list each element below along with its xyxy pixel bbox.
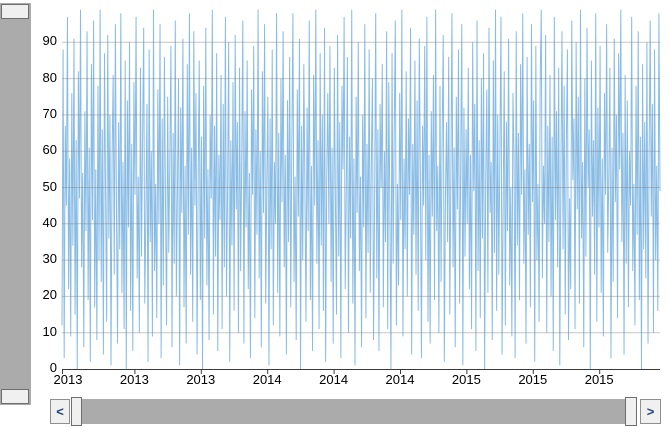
horizontal-scrollbar-track[interactable] bbox=[82, 399, 625, 424]
y-axis-label: 40 bbox=[42, 214, 57, 230]
x-axis-label: 2015 bbox=[451, 372, 481, 387]
x-axis-label: 2014 bbox=[319, 372, 349, 387]
x-axis-label: 2013 bbox=[53, 372, 83, 387]
vertical-scrollbar-bottom-grip[interactable] bbox=[1, 389, 29, 404]
horizontal-scrollbar-right-grip[interactable] bbox=[625, 397, 637, 426]
x-axis-label: 2015 bbox=[584, 372, 614, 387]
y-axis-label: 20 bbox=[42, 287, 57, 303]
vertical-scrollbar[interactable] bbox=[0, 3, 31, 405]
x-axis-label: 2013 bbox=[119, 372, 149, 387]
y-axis-label: 0 bbox=[49, 360, 57, 375]
y-axis-label: 80 bbox=[42, 69, 57, 85]
y-axis-label: 70 bbox=[42, 105, 57, 121]
right-arrow-icon: > bbox=[646, 404, 655, 419]
series-line bbox=[61, 9, 661, 370]
scroll-left-button[interactable]: < bbox=[50, 399, 70, 424]
x-axis-label: 2013 bbox=[186, 372, 216, 387]
y-axis-label: 50 bbox=[42, 178, 57, 194]
y-axis-label: 30 bbox=[42, 251, 57, 267]
y-axis-label: 90 bbox=[42, 33, 57, 49]
y-axis-label: 10 bbox=[42, 323, 57, 339]
horizontal-scrollbar[interactable]: < > bbox=[50, 397, 661, 427]
x-axis-label: 2014 bbox=[385, 372, 415, 387]
left-arrow-icon: < bbox=[56, 404, 64, 419]
scroll-right-button[interactable]: > bbox=[640, 399, 661, 424]
y-axis-label: 60 bbox=[42, 142, 57, 158]
horizontal-scrollbar-left-grip[interactable] bbox=[71, 397, 82, 426]
x-axis-label: 2014 bbox=[252, 372, 282, 387]
vertical-scrollbar-top-grip[interactable] bbox=[1, 4, 29, 19]
x-axis-label: 2015 bbox=[518, 372, 548, 387]
